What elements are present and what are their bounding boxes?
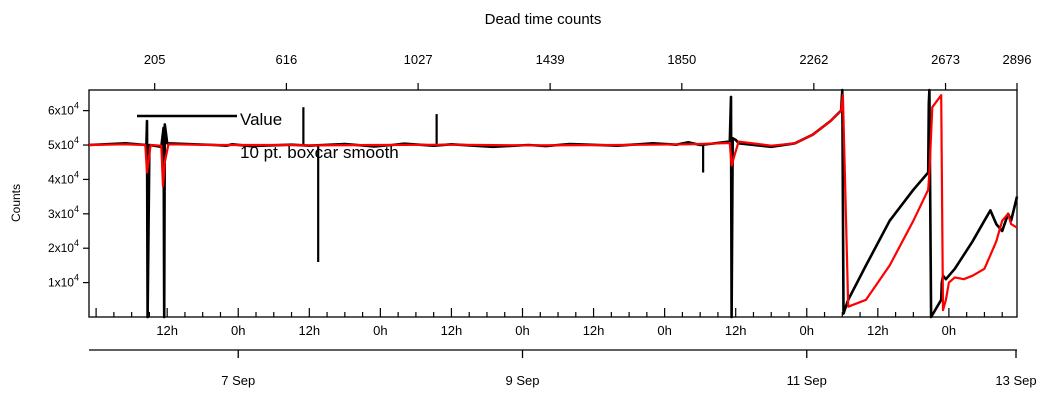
bottom-date-axis: 7 Sep 9 Sep 11 Sep 13 Sep bbox=[89, 349, 1037, 388]
legend-value-label: Value bbox=[240, 110, 282, 129]
hour-axis-label: 12h bbox=[156, 323, 178, 338]
date-axis-label: 7 Sep bbox=[221, 373, 255, 388]
y-axis-tick-label: 4x104 bbox=[48, 169, 79, 186]
y-axis-tick-label: 3x104 bbox=[48, 204, 79, 221]
top-axis: 205 616 1027 1439 1850 2262 2673 2896 bbox=[144, 52, 1032, 90]
y-axis-tick-label: 5x104 bbox=[48, 135, 79, 152]
top-axis-tick-label: 2262 bbox=[799, 52, 828, 67]
plot-frame bbox=[88, 89, 1018, 318]
chart-title: Dead time counts bbox=[485, 11, 602, 28]
legend: Value 10 pt. boxcar smooth bbox=[137, 110, 399, 162]
top-axis-tick-label: 205 bbox=[144, 52, 166, 67]
hour-axis-label: 0h bbox=[231, 323, 245, 338]
top-axis-tick-label: 1027 bbox=[404, 52, 433, 67]
hour-axis-label: 0h bbox=[515, 323, 529, 338]
hour-axis-label: 0h bbox=[373, 323, 387, 338]
y-axis-tick-label: 2x104 bbox=[48, 238, 79, 255]
top-axis-tick-label: 1439 bbox=[536, 52, 565, 67]
hour-axis-label: 12h bbox=[298, 323, 320, 338]
y-axis: 1x104 2x104 3x104 4x104 5x104 6x104 bbox=[48, 101, 89, 290]
top-axis-tick-label: 1850 bbox=[667, 52, 696, 67]
top-axis-tick-label: 2896 bbox=[1003, 52, 1032, 67]
date-axis-label: 11 Sep bbox=[787, 373, 827, 388]
top-axis-tick-label: 2673 bbox=[931, 52, 960, 67]
hour-axis-label: 12h bbox=[441, 323, 463, 338]
date-axis-label: 9 Sep bbox=[506, 373, 540, 388]
legend-smooth-label: 10 pt. boxcar smooth bbox=[240, 143, 399, 162]
y-axis-tick-label: 1x104 bbox=[48, 273, 79, 290]
hour-axis-label: 12h bbox=[725, 323, 747, 338]
hour-axis-label: 0h bbox=[800, 323, 814, 338]
bottom-hour-axis: 12h 0h 12h 0h 12h 0h 12h 0h 12h 0h 12h 0h bbox=[95, 308, 1003, 338]
series-smooth-line bbox=[88, 94, 1018, 312]
top-axis-tick-label: 616 bbox=[276, 52, 298, 67]
y-axis-tick-label: 6x104 bbox=[48, 101, 79, 118]
hour-axis-label: 0h bbox=[942, 323, 956, 338]
series-layer bbox=[88, 88, 1019, 319]
hour-axis-label: 0h bbox=[657, 323, 671, 338]
y-axis-label: Counts bbox=[9, 184, 23, 222]
date-axis-label: 13 Sep bbox=[995, 373, 1036, 388]
hour-axis-label: 12h bbox=[583, 323, 605, 338]
hour-axis-label: 12h bbox=[867, 323, 889, 338]
